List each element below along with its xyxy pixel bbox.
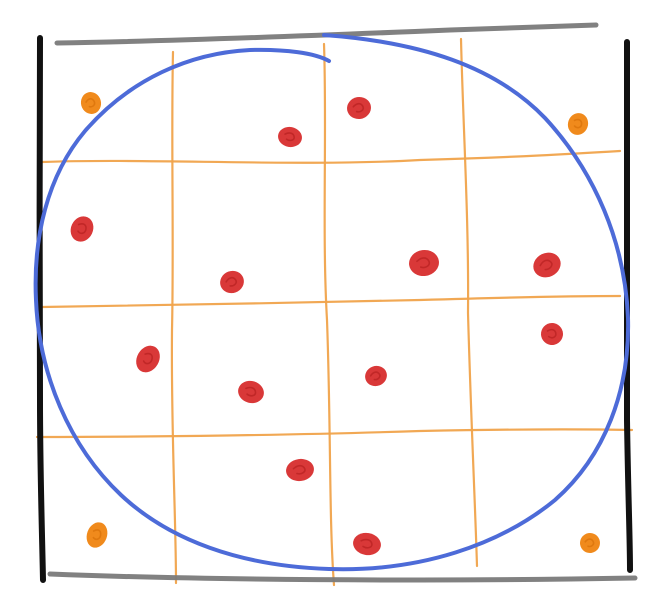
point-inside-8-fill [136,345,160,373]
point-inside-9-texture [369,371,381,381]
point-inside-9-fill [365,365,387,387]
point-inside-6-fill [220,270,244,294]
point-inside-12-texture [360,538,373,549]
point-inside-6 [220,270,244,294]
frame-top-edge [54,22,599,46]
grid-lines [35,37,634,587]
point-inside-11 [286,458,314,482]
grid-line-vertical-3 [459,37,479,568]
frame-left-edge [36,35,46,583]
grid-line-horizontal-2 [40,294,622,309]
point-inside-3-texture [77,223,87,235]
point-inside-10-fill [238,380,264,404]
point-inside-7-texture [546,328,557,339]
point-outside-bottom-right-fill [580,533,600,553]
point-inside-10-texture [245,386,257,397]
point-inside-5 [533,252,561,278]
point-inside-11-fill [286,458,314,482]
square-frame [36,22,638,583]
grid-line-vertical-1 [170,50,178,585]
point-outside-bottom-right [580,533,600,553]
point-inside-12 [353,532,381,556]
frame-bottom-edge [47,571,638,583]
point-inside-2 [278,126,302,148]
point-inside-11-texture [292,464,306,475]
point-inside-2-fill [278,126,302,148]
point-inside-3 [70,216,94,242]
point-inside-9 [365,365,387,387]
point-outside-bottom-left-fill [86,522,108,548]
point-outside-bottom-right-texture [584,538,595,548]
point-outside-top-right-fill [567,113,589,135]
point-inside-1-texture [352,102,365,113]
point-inside-1 [347,96,371,120]
grid-line-horizontal-3 [35,428,634,439]
grid-line-vertical-2 [322,42,336,587]
point-outside-top-right [567,113,589,135]
point-inside-8 [136,345,160,373]
point-inside-8-texture [142,352,154,365]
point-inside-3-fill [70,216,94,242]
point-outside-bottom-left-texture [92,529,102,541]
point-outside-top-left-fill [80,92,102,114]
point-inside-4 [409,249,439,277]
point-outside-top-left [80,92,102,114]
point-inside-5-fill [533,252,561,278]
point-inside-6-texture [225,276,237,287]
point-outside-top-right-texture [573,118,583,129]
frame-right-edge [623,39,633,573]
point-inside-1-fill [347,96,371,120]
point-inside-5-texture [539,259,553,271]
point-inside-4-fill [409,249,439,277]
grid-line-horizontal-1 [40,149,622,164]
point-inside-4-texture [416,257,431,269]
point-outside-top-left-texture [85,97,96,108]
inscribed-circle [33,33,631,572]
point-inside-2-texture [284,132,296,142]
point-inside-12-fill [353,532,381,556]
point-inside-7-fill [541,323,563,345]
point-inside-10 [238,380,264,404]
sample-points [70,92,600,556]
point-outside-bottom-left [86,522,108,548]
point-inside-7 [541,323,563,345]
